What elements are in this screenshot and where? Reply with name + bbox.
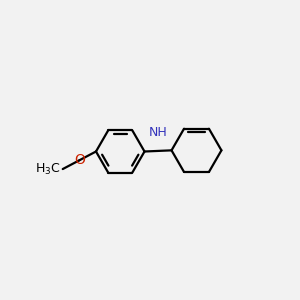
Text: O: O [74,153,85,167]
Text: H$_3$C: H$_3$C [35,161,60,177]
Text: NH: NH [148,126,167,140]
